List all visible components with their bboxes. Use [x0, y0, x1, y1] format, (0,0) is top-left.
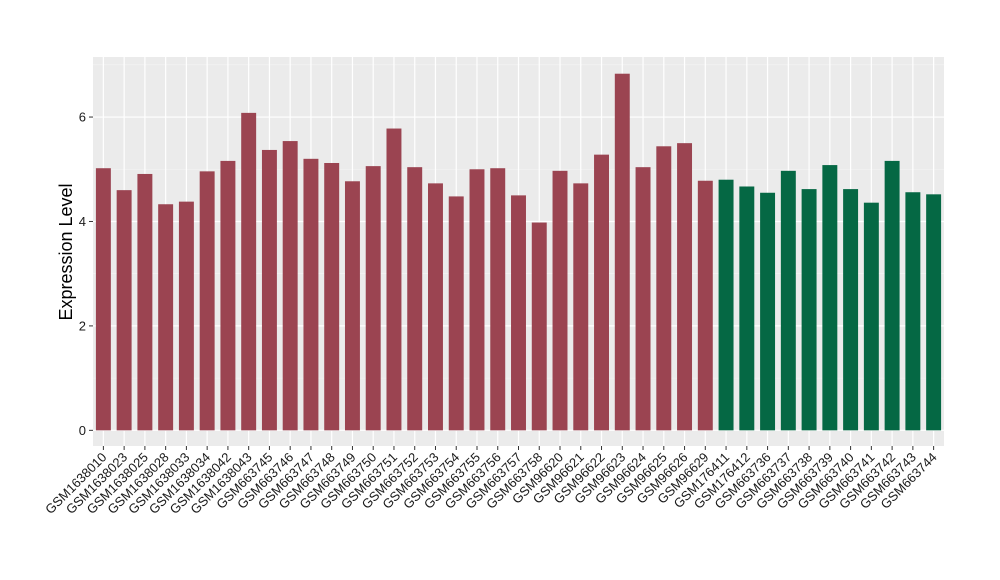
bar-GSM176411 — [718, 179, 734, 431]
bar-GSM663745 — [261, 149, 277, 431]
bar-GSM663737 — [780, 170, 796, 431]
bar-GSM1638028 — [158, 204, 174, 431]
bar-GSM1638034 — [199, 171, 215, 431]
y-tick-label: 4 — [79, 214, 86, 229]
bar-GSM663744 — [926, 194, 942, 431]
bar-GSM96625 — [656, 146, 672, 431]
bar-GSM663746 — [282, 141, 298, 431]
x-axis: GSM1638010GSM1638023GSM1638025GSM1638028… — [42, 446, 940, 517]
bar-GSM1638043 — [241, 112, 257, 431]
bar-GSM176412 — [739, 186, 755, 431]
bar-GSM663757 — [511, 195, 526, 431]
bar-GSM663751 — [386, 128, 402, 431]
bar-GSM663742 — [884, 160, 900, 431]
bar-GSM96623 — [614, 73, 630, 431]
bar-GSM663740 — [843, 189, 859, 431]
y-tick-label: 2 — [79, 318, 86, 333]
bar-GSM663753 — [428, 183, 443, 431]
bar-GSM1638033 — [178, 201, 194, 431]
bar-GSM96621 — [573, 183, 589, 431]
bar-GSM663747 — [303, 158, 319, 431]
bar-GSM663752 — [407, 167, 423, 431]
y-axis-title: Expression Level — [56, 183, 76, 320]
bar-GSM96622 — [594, 154, 609, 431]
bar-GSM1638010 — [95, 168, 111, 431]
bar-GSM663755 — [469, 169, 485, 431]
bar-GSM663748 — [324, 162, 340, 431]
bar-GSM663756 — [490, 168, 506, 431]
bar-GSM96624 — [635, 167, 651, 431]
y-tick-label: 6 — [79, 110, 86, 125]
bar-GSM663754 — [448, 196, 464, 431]
bar-GSM663749 — [344, 181, 360, 431]
bar-GSM1638042 — [220, 160, 236, 431]
bar-GSM663738 — [801, 189, 817, 431]
bar-GSM1638023 — [116, 190, 132, 431]
bar-GSM96629 — [697, 180, 713, 431]
bar-GSM96620 — [552, 170, 568, 431]
bar-GSM663750 — [365, 166, 381, 431]
bar-GSM663758 — [531, 222, 547, 431]
bar-GSM96626 — [677, 143, 693, 431]
y-tick-label: 0 — [79, 423, 86, 438]
y-axis: 0 2 4 6 — [79, 110, 93, 438]
bar-GSM1638025 — [137, 173, 153, 431]
bar-GSM663739 — [822, 165, 838, 431]
bar-GSM663743 — [905, 192, 921, 431]
bar-GSM663741 — [863, 202, 879, 431]
bar-GSM663736 — [760, 192, 776, 431]
bars — [95, 73, 942, 431]
